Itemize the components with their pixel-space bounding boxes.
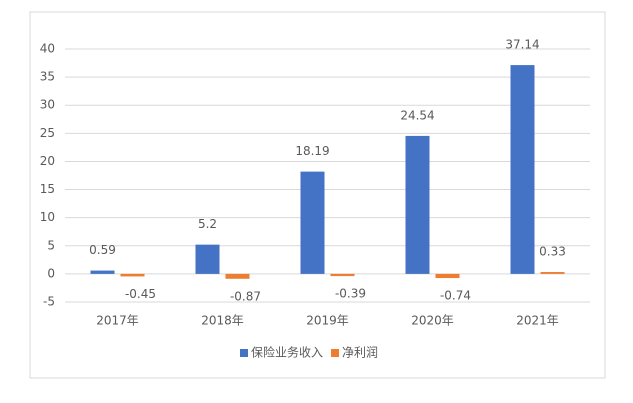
bar xyxy=(300,171,325,274)
bar xyxy=(405,135,430,274)
legend-swatch xyxy=(240,349,248,357)
value-label: 37.14 xyxy=(505,38,539,52)
bar xyxy=(120,273,145,277)
bar xyxy=(540,272,565,274)
y-tick-label: 0 xyxy=(47,266,55,280)
x-tick-label: 2021年 xyxy=(516,314,559,328)
value-label: 0.59 xyxy=(89,243,116,257)
legend-label: 保险业务收入 xyxy=(251,345,323,360)
value-label: 5.2 xyxy=(198,217,217,231)
value-label: -0.87 xyxy=(230,289,261,303)
value-label: 18.19 xyxy=(295,144,329,158)
value-label: 0.33 xyxy=(539,245,566,259)
legend-swatch xyxy=(331,349,340,357)
y-tick-label: -5 xyxy=(43,295,55,309)
bar xyxy=(435,273,460,279)
y-tick-label: 30 xyxy=(40,98,55,112)
value-label: -0.74 xyxy=(440,289,471,303)
y-tick-label: 15 xyxy=(40,182,55,196)
y-tick-label: 5 xyxy=(47,238,55,252)
x-tick-label: 2020年 xyxy=(411,314,454,328)
value-label: -0.39 xyxy=(335,287,366,301)
bar xyxy=(195,244,220,274)
x-tick-label: 2017年 xyxy=(96,314,139,328)
x-tick-label: 2019年 xyxy=(306,314,349,328)
y-tick-label: 35 xyxy=(40,70,55,84)
bar xyxy=(510,65,535,274)
bar xyxy=(330,273,355,277)
y-tick-label: 10 xyxy=(40,210,55,224)
bar xyxy=(90,270,115,274)
y-tick-label: 40 xyxy=(40,42,55,56)
value-label: -0.45 xyxy=(125,287,156,301)
bar xyxy=(225,273,250,279)
y-tick-label: 20 xyxy=(40,154,55,168)
y-tick-label: 25 xyxy=(40,126,55,140)
x-tick-label: 2018年 xyxy=(201,314,244,328)
legend-label: 净利润 xyxy=(342,346,378,360)
value-label: 24.54 xyxy=(400,108,434,122)
